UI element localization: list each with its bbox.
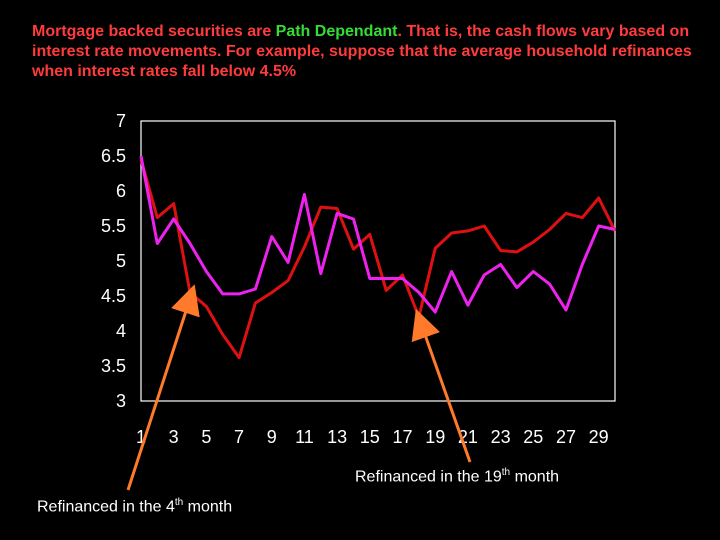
- x-tick-label: 5: [201, 427, 211, 447]
- y-tick-label: 3.5: [101, 356, 126, 376]
- plot-area: [140, 120, 616, 402]
- title-part-1: Mortgage backed securities are: [32, 23, 276, 40]
- x-tick-label: 27: [556, 427, 576, 447]
- y-tick-label: 6: [116, 181, 126, 201]
- y-axis: 7 6.5 6 5.5 5 4.5 4 3.5 3: [101, 111, 126, 411]
- y-tick-label: 7: [116, 111, 126, 131]
- x-tick-label: 15: [360, 427, 380, 447]
- series-group: [139, 155, 617, 360]
- slide-title: Mortgage backed securities are Path Depe…: [32, 22, 702, 82]
- x-axis: 1 3 5 7 9 11 13 15 17 19 21 23 25 27 29: [136, 427, 609, 447]
- series-line-2: [139, 155, 616, 314]
- y-tick-label: 5: [116, 251, 126, 271]
- x-tick-label: 19: [425, 427, 445, 447]
- annotation-19-sup: th: [501, 467, 511, 478]
- annotation-refinanced-19th: Refinanced in the 19th month: [355, 467, 559, 486]
- annotation-4-suffix: month: [183, 498, 233, 516]
- annotation-19-suffix: month: [510, 468, 560, 486]
- y-tick-label: 6.5: [101, 146, 126, 166]
- y-tick-label: 3: [116, 391, 126, 411]
- x-tick-label: 23: [491, 427, 511, 447]
- title-part-2: . That is, the cash flows vary based on …: [32, 23, 692, 80]
- arrow-4th-month: [126, 284, 200, 491]
- y-tick-label: 5.5: [101, 216, 126, 236]
- y-tick-label: 4: [116, 321, 126, 341]
- x-tick-label: 9: [267, 427, 277, 447]
- arrow-19th-month: [411, 308, 472, 463]
- x-tick-label: 17: [393, 427, 413, 447]
- annotation-19-prefix: Refinanced in the 19: [355, 468, 502, 486]
- annotation-4-prefix: Refinanced in the 4: [37, 498, 175, 516]
- x-tick-label: 1: [136, 427, 146, 447]
- x-tick-label: 13: [327, 427, 347, 447]
- series-line-1: [139, 159, 617, 360]
- x-tick-label: 25: [523, 427, 543, 447]
- title-highlight: Path Dependant: [275, 23, 398, 40]
- x-tick-label: 7: [234, 427, 244, 447]
- x-tick-label: 11: [295, 427, 314, 447]
- annotation-refinanced-4th: Refinanced in the 4th month: [37, 497, 232, 516]
- annotation-arrows: [126, 284, 472, 491]
- x-tick-label: 3: [169, 427, 179, 447]
- annotation-4-sup: th: [174, 497, 184, 508]
- y-tick-label: 4.5: [101, 286, 126, 306]
- x-tick-label: 29: [589, 427, 609, 447]
